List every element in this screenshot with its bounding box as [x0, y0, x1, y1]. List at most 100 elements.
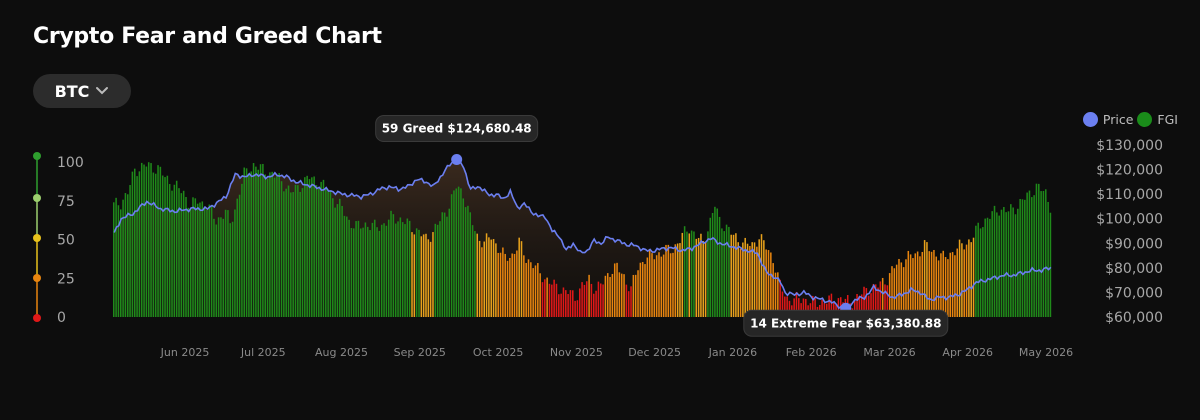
legend-label-price: Price — [1102, 112, 1134, 127]
fgi-bar — [830, 293, 833, 317]
fgi-bar — [1047, 201, 1049, 317]
fgi-bar — [262, 163, 264, 317]
fgi-bar — [853, 300, 856, 317]
fgi-bar — [532, 268, 534, 317]
fgi-bar — [495, 243, 497, 317]
fgi-bar — [562, 287, 565, 317]
fgi-bar — [154, 173, 157, 317]
fgi-bar — [383, 223, 385, 317]
fgi-bar — [124, 193, 127, 317]
asset-dropdown[interactable]: BTC — [33, 74, 131, 108]
fgi-bar — [432, 232, 434, 317]
fgi-bars — [113, 162, 1052, 317]
fgi-bar — [453, 190, 455, 317]
fgi-bar — [725, 224, 728, 317]
fgi-bar — [166, 175, 169, 317]
fgi-bar — [972, 237, 975, 317]
fgi-bar — [996, 212, 998, 317]
fgi-bar — [784, 296, 786, 317]
fgi-bar — [728, 226, 730, 317]
fgi-bar — [271, 171, 273, 317]
fgi-bar — [143, 164, 145, 317]
fgi-bar — [516, 250, 518, 317]
fgi-bar — [436, 224, 439, 317]
fgi-bar — [499, 252, 502, 317]
fgi-bar — [828, 295, 830, 317]
fgi-bar — [895, 264, 898, 317]
fgi-bar — [672, 252, 674, 317]
fgi-bar — [749, 245, 751, 317]
fgi-bar — [138, 171, 141, 317]
fgi-bar — [599, 283, 602, 317]
fgi-bar — [469, 212, 472, 317]
fgi-bar — [115, 197, 117, 317]
fgi-bar — [255, 166, 257, 317]
fgi-bar — [662, 254, 665, 317]
fgi-bar — [627, 291, 630, 317]
fgi-bar — [690, 230, 693, 317]
fgi-bar — [975, 225, 977, 317]
legend-item-fgi[interactable]: FGI — [1137, 112, 1178, 127]
fgi-bar — [439, 221, 441, 317]
fgi-bar — [376, 227, 378, 317]
fgi-bar — [739, 248, 742, 317]
fgi-bar — [660, 256, 663, 317]
fgi-bar — [373, 219, 376, 317]
legend-item-price[interactable]: Price — [1082, 112, 1134, 127]
fgi-bar — [350, 228, 353, 317]
fgi-bar — [229, 223, 232, 317]
fgi-bar — [527, 259, 530, 317]
fgi-bar — [679, 243, 681, 317]
fgi-bar — [781, 291, 784, 317]
fgi-bar — [378, 230, 381, 317]
fgi-scale-dot — [33, 314, 41, 322]
fgi-bar — [814, 298, 816, 317]
fgi-bar — [182, 190, 185, 317]
fgi-bar — [872, 284, 875, 317]
fgi-bar — [597, 281, 600, 317]
fgi-bar — [765, 249, 767, 317]
fgi-bar — [534, 265, 537, 317]
fgi-bar — [641, 261, 644, 317]
fgi-bar — [427, 239, 430, 317]
x-tick-label: May 2026 — [1019, 346, 1073, 359]
fgi-bar — [327, 191, 329, 317]
fgi-bar — [928, 251, 931, 317]
fgi-bar — [446, 216, 448, 317]
fgi-bar — [544, 279, 546, 317]
fgi-bar — [157, 165, 159, 317]
fgi-bar — [441, 212, 444, 317]
price-tick-label: $60,000 — [1105, 310, 1163, 326]
fgi-bar — [695, 238, 698, 317]
fgi-bar — [951, 252, 954, 317]
fgi-bar — [630, 286, 632, 317]
fgi-bar — [667, 244, 670, 317]
fgi-bar — [385, 225, 388, 317]
fgi-bar — [357, 220, 360, 317]
fgi-bar — [723, 231, 725, 317]
fgi-bar — [315, 185, 318, 317]
fgi-bar — [686, 231, 688, 317]
fgi-bar — [977, 222, 979, 317]
fgi-bar — [625, 284, 628, 317]
fgi-bar — [199, 202, 201, 317]
fgi-tick-label: 100 — [57, 155, 84, 171]
fgi-bar — [998, 215, 1000, 317]
annotation-marker[interactable] — [451, 154, 463, 166]
fgi-bar — [1007, 211, 1010, 317]
fgi-bar — [117, 205, 120, 317]
fgi-bar — [126, 194, 129, 317]
fgi-bar — [891, 266, 893, 317]
fgi-bar — [332, 198, 334, 317]
fgi-bar — [986, 217, 989, 317]
x-tick-label: Apr 2026 — [942, 346, 993, 359]
fgi-bar — [949, 252, 952, 317]
fgi-bar — [525, 262, 527, 317]
fgi-bar — [711, 212, 714, 317]
fgi-bar — [581, 282, 583, 317]
fgi-bar — [923, 240, 926, 317]
fgi-bar — [210, 206, 213, 317]
fgi-bar — [704, 242, 707, 317]
fgi-bar — [311, 177, 313, 317]
